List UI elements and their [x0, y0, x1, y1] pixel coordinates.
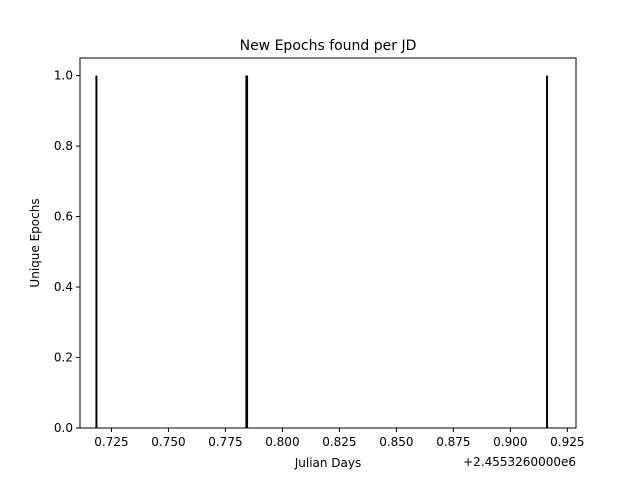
x-axis-offset-label: +2.4553260000e6	[463, 455, 576, 469]
y-axis-label: Unique Epochs	[28, 198, 42, 287]
x-tick-label: 0.800	[265, 435, 299, 449]
x-tick-label: 0.775	[208, 435, 242, 449]
x-tick-label: 0.825	[322, 435, 356, 449]
plot-frame	[79, 57, 577, 429]
bar	[95, 75, 98, 429]
bar	[546, 75, 549, 429]
y-tick-label: 0.8	[54, 139, 73, 153]
x-tick-label: 0.750	[151, 435, 185, 449]
y-tick-label: 1.0	[54, 69, 73, 83]
chart-title: New Epochs found per JD	[240, 38, 417, 54]
y-axis-ticks: 0.0 0.2 0.4 0.6 0.8 1.0	[54, 69, 80, 435]
y-tick-label: 0.2	[54, 351, 73, 365]
x-axis-label: Julian Days	[294, 456, 362, 470]
x-tick-label: 0.900	[493, 435, 527, 449]
x-tick-label: 0.850	[379, 435, 413, 449]
x-tick-label: 0.725	[94, 435, 128, 449]
x-tick-label: 0.875	[436, 435, 470, 449]
x-tick-label: 0.925	[550, 435, 584, 449]
x-axis-ticks: 0.725 0.750 0.775 0.800 0.825 0.850 0.875 0.900…	[94, 428, 585, 449]
y-tick-label: 0.0	[54, 421, 73, 435]
bars-group	[95, 75, 549, 429]
y-tick-label: 0.4	[54, 280, 73, 294]
bar	[246, 75, 249, 429]
y-tick-label: 0.6	[54, 210, 73, 224]
